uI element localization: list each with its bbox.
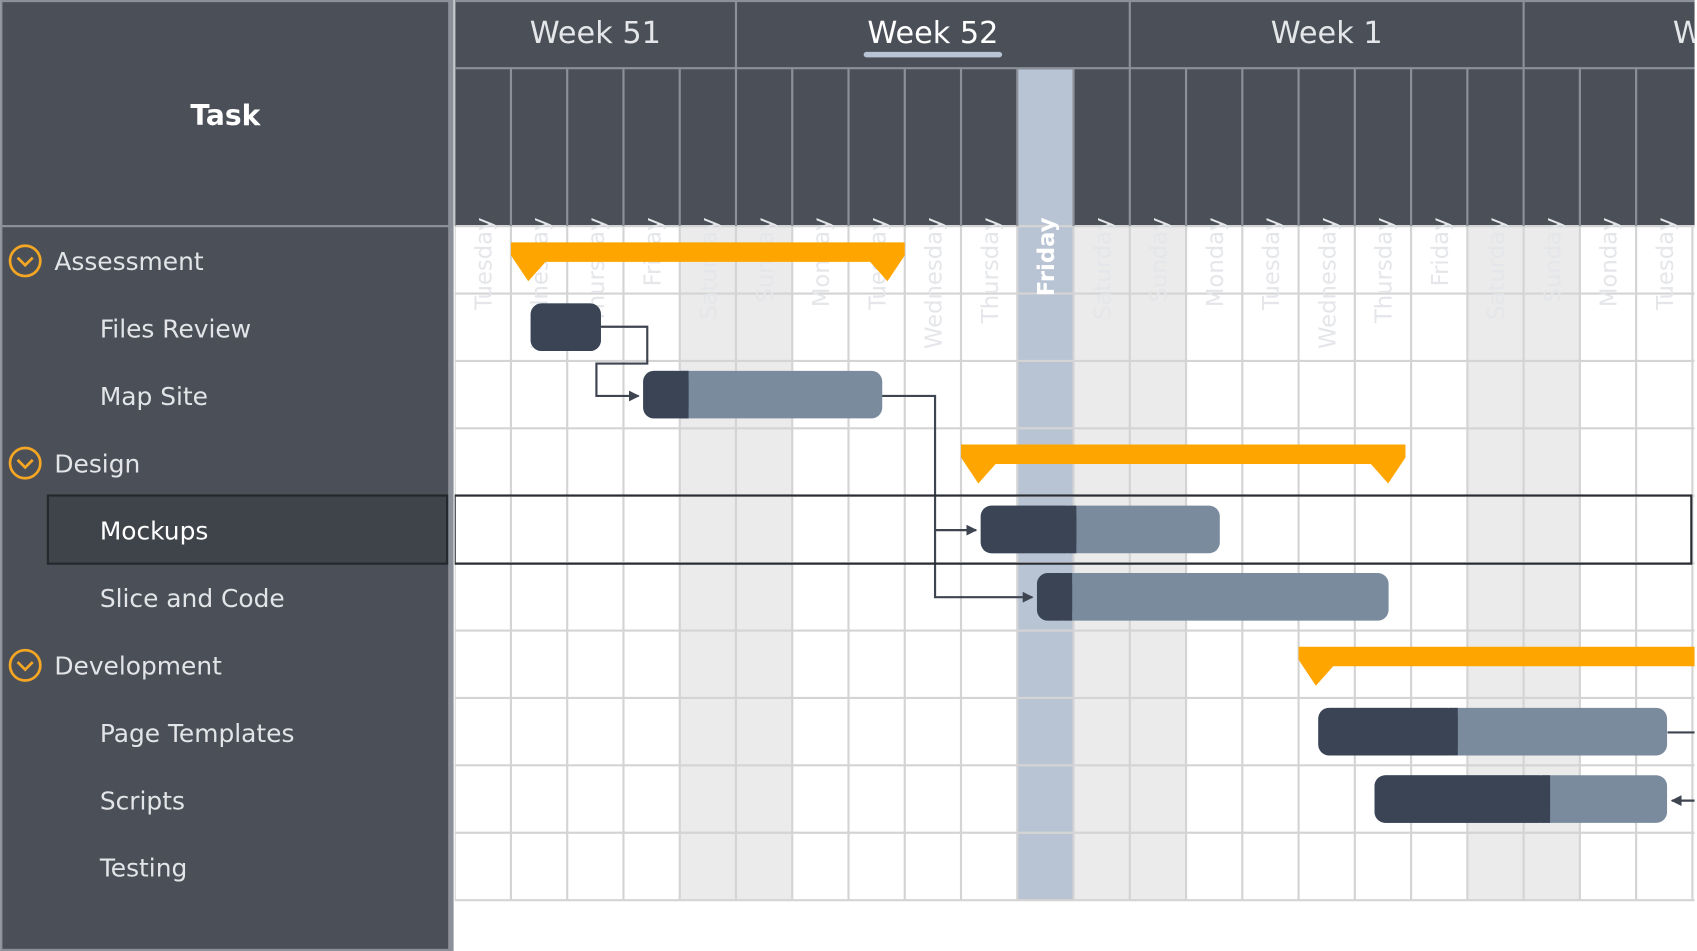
day-label: Thursday [1372,217,1398,324]
expand-icon [8,244,42,278]
day-label: Thursday [978,217,1004,324]
task-name[interactable]: Page Templates [100,719,295,748]
task-progress[interactable] [1318,707,1458,756]
week-label[interactable]: Week 1 [1271,16,1383,51]
task-progress[interactable] [1374,775,1551,823]
day-label: Friday [1034,217,1060,296]
task-panel[interactable] [0,0,450,951]
task-name[interactable]: Development [54,651,222,680]
task-column-header[interactable]: Task [190,99,261,132]
dependency-link [880,394,978,536]
day-label: Saturday [1090,217,1116,319]
expand-icon [8,446,42,480]
task-panel-border [0,0,451,951]
expand-chevron [16,458,34,470]
timeline-header [454,0,1695,227]
task-name[interactable]: Scripts [100,786,185,815]
day-label: Wednesday [1315,217,1341,349]
day-label: Friday [1428,217,1454,286]
expand-icon [8,648,42,682]
week-selected-underline [863,51,1003,58]
task-progress[interactable] [1036,573,1073,621]
task-progress-edge [679,370,689,419]
day-label: Monday [809,217,835,307]
task-name[interactable]: Testing [99,854,187,883]
dependency-links [595,325,1695,807]
task-name[interactable]: Map Site [100,382,208,411]
task-progress-edge [1541,775,1551,823]
task-name[interactable]: Design [54,449,140,478]
splitter[interactable] [449,0,454,951]
current-day-header [1017,69,1074,227]
day-label: Sunday [1147,217,1173,302]
expand-chevron [16,661,34,672]
task-list: Assessment Files Review Map Site Design Mock… [8,244,295,883]
expand-toggle[interactable] [8,648,42,682]
week-label[interactable]: W [1673,16,1697,51]
task-name[interactable]: Files Review [100,314,251,343]
dependency-link [595,325,649,402]
week-label[interactable]: Week 51 [530,16,661,51]
task-progress-edge [1063,573,1073,621]
expand-toggle[interactable] [8,244,42,278]
day-label: Sunday [1540,217,1566,302]
task-bar[interactable] [1036,573,1389,621]
day-label: Tuesday [1259,217,1285,310]
timeline: Tuesday Wednesday Thursday Friday Saturday Su… [454,0,1697,902]
summary-bar[interactable] [961,444,1406,484]
week-label[interactable]: Week 52 [867,16,998,51]
day-label: Monday [1597,217,1623,307]
expand-toggle[interactable] [8,446,42,480]
day-label: Saturday [697,217,723,319]
day-label: Tuesday [471,217,497,310]
day-label: Tuesday [1653,217,1679,310]
selected-task [46,494,449,565]
selected-row [454,494,1693,565]
task-progress[interactable] [643,370,689,419]
task-progress-edge [1449,707,1458,756]
timeline-header-labels: Tuesday Wednesday Thursday Friday Saturday Su… [454,0,1697,349]
task-progress-edge [1067,505,1077,554]
task-progress[interactable] [980,505,1077,554]
task-name[interactable]: Slice and Code [100,584,285,613]
day-label: Wednesday [922,217,948,349]
task-name[interactable]: Assessment [54,247,203,276]
task-progress[interactable] [530,303,601,352]
task-bar[interactable] [643,370,883,419]
bars [510,242,1697,823]
summary-bar[interactable] [1298,646,1697,686]
day-label: Saturday [1484,217,1510,319]
task-name[interactable]: Mockups [100,517,209,546]
dependency-link [933,530,1034,603]
day-label: Monday [1203,217,1229,307]
expand-chevron [16,256,34,268]
